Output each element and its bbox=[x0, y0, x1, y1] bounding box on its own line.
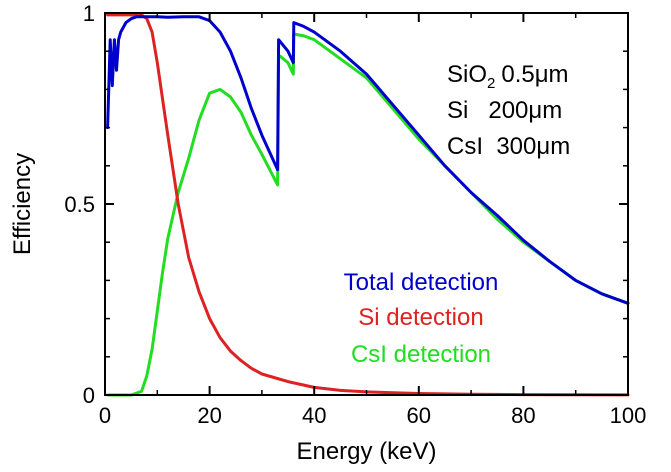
sio2-label: SiO bbox=[447, 61, 487, 88]
legend-csi-detection: CsI detection bbox=[351, 341, 491, 368]
total-detection-line bbox=[106, 15, 630, 305]
si-detection-line bbox=[106, 13, 630, 397]
y-tick-label-0.5: 0.5 bbox=[64, 192, 95, 217]
y-tick-label-0: 0 bbox=[83, 383, 95, 408]
sio2-subscript: 2 bbox=[487, 75, 495, 92]
series-layer bbox=[106, 13, 630, 397]
sio2-thickness: 0.5μm bbox=[501, 61, 568, 88]
x-tick-label-100: 100 bbox=[610, 403, 647, 428]
legend: Total detection Si detection CsI detecti… bbox=[344, 269, 499, 368]
sio2-annotation: SiO2 0.5μm bbox=[447, 61, 569, 92]
si-annotation: Si 200μm bbox=[447, 97, 562, 124]
x-axis-label: Energy (keV) bbox=[296, 438, 436, 465]
x-tick-label-40: 40 bbox=[302, 403, 326, 428]
legend-total-detection: Total detection bbox=[344, 269, 499, 296]
csi-annotation: CsI 300μm bbox=[447, 133, 570, 160]
legend-si-detection: Si detection bbox=[358, 304, 483, 331]
y-axis-label: Efficiency bbox=[9, 153, 36, 255]
ticks-layer: 0 20 40 60 80 100 0 0.5 1 bbox=[64, 1, 646, 428]
layer-annotation: SiO2 0.5μm Si 200μm CsI 300μm bbox=[447, 61, 570, 160]
y-tick-label-1: 1 bbox=[83, 1, 95, 26]
x-tick-label-20: 20 bbox=[197, 403, 221, 428]
x-tick-label-0: 0 bbox=[99, 403, 111, 428]
x-tick-label-60: 60 bbox=[407, 403, 431, 428]
x-tick-label-80: 80 bbox=[511, 403, 535, 428]
